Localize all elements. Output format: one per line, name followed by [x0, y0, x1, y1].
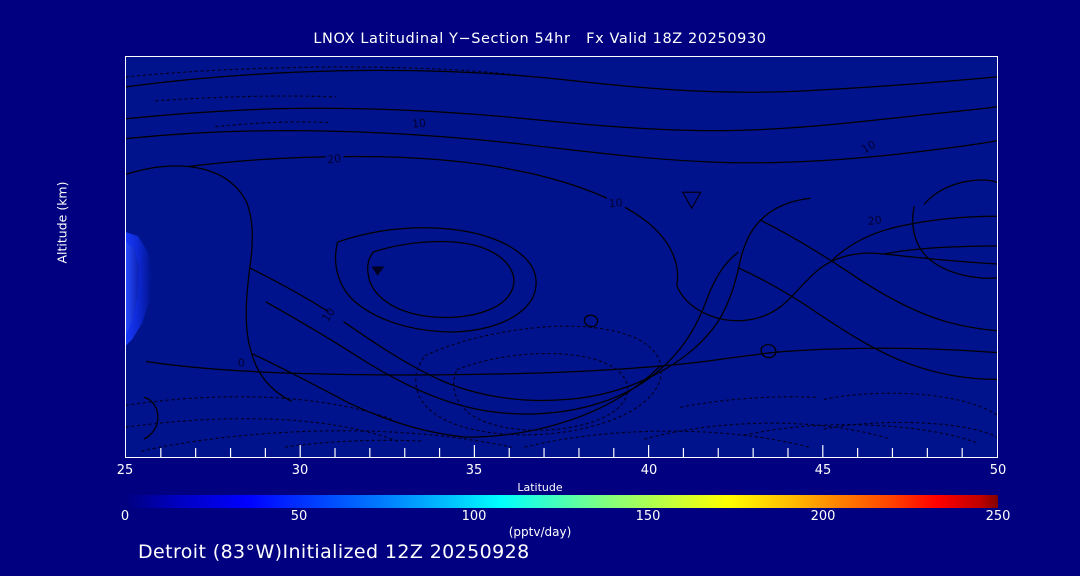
- svg-text:10: 10: [859, 138, 878, 156]
- negative-contours: [126, 66, 997, 452]
- contour-labels: 20 10 10 10 20 10 0 10: [235, 116, 885, 369]
- colorbar-tick-250: 250: [985, 509, 1011, 524]
- plot-markers: [371, 191, 702, 276]
- x-tick-label-40: 40: [640, 463, 658, 478]
- x-tick-label-35: 35: [465, 463, 483, 478]
- svg-text:0: 0: [238, 356, 245, 369]
- x-tick-label-25: 25: [116, 463, 134, 478]
- tropopause-marker: [681, 191, 702, 210]
- filled-maximum-region: [126, 232, 152, 346]
- positive-contours: [126, 69, 997, 440]
- colorbar-units-label: (pptv/day): [508, 525, 572, 539]
- svg-text:20: 20: [867, 213, 883, 228]
- figure-footer: Detroit (83°W)Initialized 12Z 20250928: [138, 541, 530, 563]
- plot-area[interactable]: 20 10 10 10 20 10 0 10: [125, 56, 998, 458]
- y-axis-title: Altitude (km): [54, 181, 70, 264]
- contour-plot-canvas: 20 10 10 10 20 10 0 10: [126, 57, 997, 457]
- colorbar-gradient: [125, 495, 998, 508]
- colorbar-tick-0: 0: [120, 509, 130, 524]
- colorbar-tick-100: 100: [461, 509, 487, 524]
- colorbar-tick-200: 200: [810, 509, 836, 524]
- x-tick-label-30: 30: [291, 463, 309, 478]
- svg-text:20: 20: [326, 152, 341, 166]
- x-tick-label-50: 50: [989, 463, 1007, 478]
- x-minor-ticks: [160, 445, 963, 457]
- colorbar[interactable]: 0 50 100 150 200 250: [121, 495, 1010, 524]
- colorbar-tick-50: 50: [290, 509, 308, 524]
- x-axis-title: Latitude: [517, 481, 563, 494]
- svg-text:10: 10: [412, 117, 427, 131]
- svg-text:10: 10: [608, 196, 623, 210]
- figure-title: LNOX Latitudinal Y−Section 54hr Fx Valid…: [313, 31, 767, 47]
- colorbar-tick-150: 150: [635, 509, 661, 524]
- station-marker: [371, 266, 385, 276]
- x-tick-label-45: 45: [814, 463, 832, 478]
